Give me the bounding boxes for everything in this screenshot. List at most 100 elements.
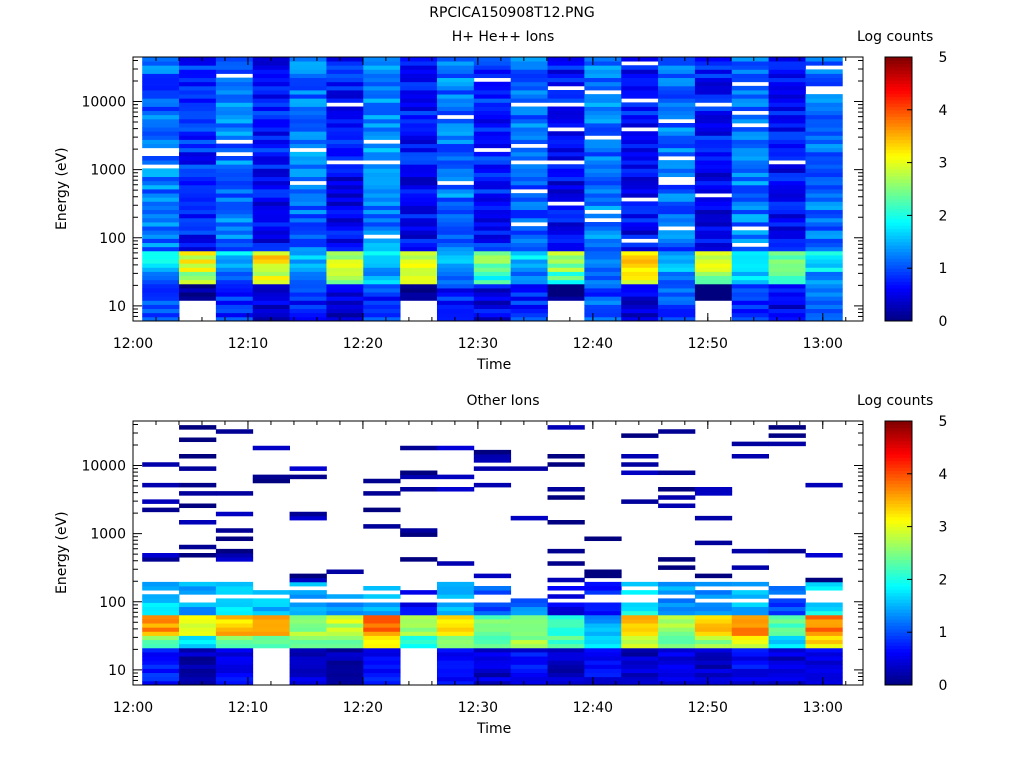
heatmap-cell <box>473 647 512 653</box>
heatmap-cell <box>289 57 327 62</box>
panel-1-title: H+ He++ Ions <box>451 29 555 45</box>
heatmap-cell <box>215 304 254 310</box>
heatmap-cell <box>326 614 364 620</box>
heatmap-cell <box>252 288 290 293</box>
colorbar-swatch <box>885 444 912 448</box>
heatmap-cell <box>179 69 217 74</box>
heatmap-cell <box>510 680 548 686</box>
heatmap-cell <box>584 230 622 235</box>
heatmap-cell <box>215 69 254 74</box>
colorbar-tick-label: 0 <box>939 314 948 330</box>
heatmap-cell <box>289 614 327 620</box>
heatmap-cell <box>473 209 512 215</box>
heatmap-cell <box>363 279 401 285</box>
colorbar-swatch <box>885 529 912 534</box>
heatmap-cell <box>179 123 217 128</box>
heatmap-cell <box>621 81 659 87</box>
colorbar-swatch <box>885 632 912 636</box>
heatmap-cell <box>731 275 770 281</box>
heatmap-cell <box>694 631 733 636</box>
heatmap-cell <box>215 197 254 202</box>
heatmap-cell <box>473 217 512 223</box>
colorbar-swatch <box>885 278 912 282</box>
heatmap-cell <box>436 110 475 116</box>
heatmap-cell <box>768 598 806 603</box>
heatmap-cell <box>473 279 512 285</box>
heatmap-cell <box>621 209 659 215</box>
heatmap-cell <box>473 127 512 132</box>
heatmap-cell <box>179 102 217 107</box>
heatmap-cell <box>805 189 843 194</box>
heatmap-cell <box>547 118 585 124</box>
heatmap-cell <box>179 656 217 661</box>
heatmap-cell <box>215 271 254 277</box>
panel-1-colorbar-title: Log counts <box>857 29 934 45</box>
heatmap-cell <box>252 98 290 103</box>
heatmap-cell <box>326 255 364 260</box>
heatmap-cell <box>621 672 659 678</box>
heatmap-cell <box>215 160 254 165</box>
heatmap-cell <box>731 222 770 227</box>
heatmap-cell <box>768 222 806 227</box>
heatmap-cell <box>252 627 290 632</box>
heatmap-cell <box>547 619 585 624</box>
heatmap-cell <box>547 106 585 112</box>
heatmap-cell <box>400 77 438 83</box>
heatmap-cell <box>142 296 180 301</box>
heatmap-cell <box>694 184 733 190</box>
heatmap-cell <box>584 123 622 128</box>
heatmap-cell <box>252 139 290 145</box>
heatmap-cell <box>547 639 585 645</box>
heatmap-cell <box>805 635 843 641</box>
heatmap-cell <box>510 147 548 153</box>
heatmap-cell <box>621 151 659 157</box>
heatmap-cell <box>326 139 364 145</box>
heatmap-cell <box>621 201 659 206</box>
heatmap-cell <box>215 259 254 264</box>
heatmap-cell <box>658 135 696 140</box>
heatmap-cell <box>289 164 327 169</box>
heatmap-cell <box>363 275 401 281</box>
heatmap-cell <box>621 267 659 272</box>
heatmap-cell <box>510 246 548 252</box>
heatmap-cell <box>179 635 217 641</box>
heatmap-cell <box>768 213 806 219</box>
heatmap-cell <box>547 209 585 215</box>
heatmap-cell <box>363 147 401 153</box>
heatmap-cell <box>694 246 733 252</box>
heatmap-cell <box>584 308 622 314</box>
heatmap-cell <box>473 90 512 95</box>
heatmap-cell <box>142 246 180 252</box>
heatmap-cell <box>326 151 364 157</box>
colorbar-swatch <box>885 506 912 511</box>
heatmap-cell <box>179 627 217 632</box>
heatmap-cell <box>584 316 622 322</box>
heatmap-cell <box>805 627 843 632</box>
heatmap-cell <box>142 499 180 504</box>
heatmap-cell <box>621 296 659 301</box>
heatmap-cell <box>805 180 843 186</box>
heatmap-cell <box>621 610 659 616</box>
heatmap-cell <box>731 127 770 132</box>
heatmap-cell <box>768 680 806 686</box>
heatmap-cell <box>142 606 180 612</box>
heatmap-cell <box>252 197 290 202</box>
heatmap-cell <box>731 614 770 620</box>
heatmap-cell <box>621 164 659 169</box>
heatmap-cell <box>621 176 659 182</box>
heatmap-cell <box>805 680 843 686</box>
heatmap-cell <box>473 300 512 305</box>
heatmap-cell <box>805 135 843 140</box>
heatmap-cell <box>142 631 180 636</box>
x-tick-label: 12:20 <box>343 700 383 716</box>
heatmap-cell <box>215 292 254 297</box>
heatmap-cell <box>658 429 696 434</box>
heatmap-cell <box>252 614 290 620</box>
colorbar-swatch <box>885 218 912 223</box>
heatmap-cell <box>215 85 254 91</box>
heatmap-cell <box>215 90 254 95</box>
heatmap-cell <box>252 172 290 178</box>
heatmap-cell <box>400 226 438 231</box>
colorbar-swatch <box>885 668 912 673</box>
heatmap-cell <box>215 201 254 206</box>
